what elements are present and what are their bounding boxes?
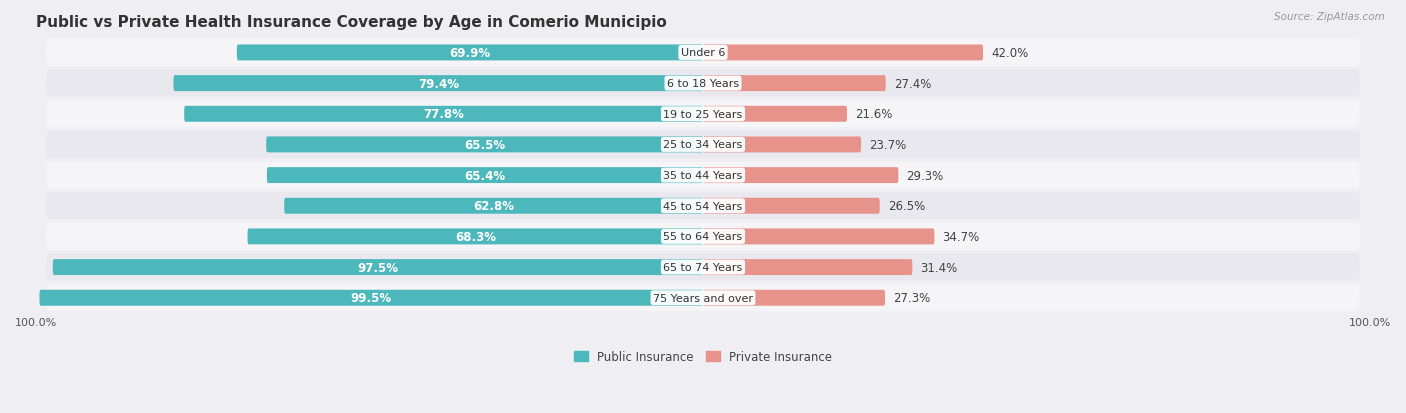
Text: 23.7%: 23.7% xyxy=(869,139,907,152)
FancyBboxPatch shape xyxy=(703,259,912,275)
FancyBboxPatch shape xyxy=(703,76,886,92)
FancyBboxPatch shape xyxy=(46,40,1360,67)
FancyBboxPatch shape xyxy=(703,45,983,61)
Text: 79.4%: 79.4% xyxy=(418,77,458,90)
Text: 55 to 64 Years: 55 to 64 Years xyxy=(664,232,742,242)
FancyBboxPatch shape xyxy=(247,229,703,245)
FancyBboxPatch shape xyxy=(703,198,880,214)
FancyBboxPatch shape xyxy=(703,168,898,184)
Text: 68.3%: 68.3% xyxy=(454,230,496,243)
Text: 69.9%: 69.9% xyxy=(450,47,491,60)
Text: 27.3%: 27.3% xyxy=(893,292,931,304)
Text: Public vs Private Health Insurance Coverage by Age in Comerio Municipio: Public vs Private Health Insurance Cover… xyxy=(37,15,666,30)
FancyBboxPatch shape xyxy=(46,162,1360,189)
Text: 27.4%: 27.4% xyxy=(894,77,931,90)
Text: 26.5%: 26.5% xyxy=(887,200,925,213)
Text: 65 to 74 Years: 65 to 74 Years xyxy=(664,262,742,273)
FancyBboxPatch shape xyxy=(46,132,1360,159)
Text: 19 to 25 Years: 19 to 25 Years xyxy=(664,109,742,119)
Text: Source: ZipAtlas.com: Source: ZipAtlas.com xyxy=(1274,12,1385,22)
Text: 65.4%: 65.4% xyxy=(464,169,506,182)
FancyBboxPatch shape xyxy=(39,290,703,306)
FancyBboxPatch shape xyxy=(46,101,1360,128)
FancyBboxPatch shape xyxy=(703,290,884,306)
FancyBboxPatch shape xyxy=(267,168,703,184)
FancyBboxPatch shape xyxy=(46,71,1360,97)
Text: 62.8%: 62.8% xyxy=(472,200,515,213)
FancyBboxPatch shape xyxy=(703,137,860,153)
FancyBboxPatch shape xyxy=(173,76,703,92)
Text: 75 Years and over: 75 Years and over xyxy=(652,293,754,303)
FancyBboxPatch shape xyxy=(236,45,703,61)
FancyBboxPatch shape xyxy=(46,223,1360,250)
Text: 65.5%: 65.5% xyxy=(464,139,505,152)
FancyBboxPatch shape xyxy=(266,137,703,153)
Text: 29.3%: 29.3% xyxy=(907,169,943,182)
Text: 35 to 44 Years: 35 to 44 Years xyxy=(664,171,742,180)
Text: 6 to 18 Years: 6 to 18 Years xyxy=(666,79,740,89)
Text: 77.8%: 77.8% xyxy=(423,108,464,121)
Text: 99.5%: 99.5% xyxy=(350,292,392,304)
Legend: Public Insurance, Private Insurance: Public Insurance, Private Insurance xyxy=(569,346,837,368)
FancyBboxPatch shape xyxy=(703,229,935,245)
Text: 97.5%: 97.5% xyxy=(357,261,398,274)
FancyBboxPatch shape xyxy=(46,193,1360,220)
Text: 21.6%: 21.6% xyxy=(855,108,893,121)
Text: 25 to 34 Years: 25 to 34 Years xyxy=(664,140,742,150)
FancyBboxPatch shape xyxy=(53,259,703,275)
FancyBboxPatch shape xyxy=(46,254,1360,281)
Text: 34.7%: 34.7% xyxy=(942,230,980,243)
Text: 31.4%: 31.4% xyxy=(921,261,957,274)
FancyBboxPatch shape xyxy=(184,107,703,122)
Text: 45 to 54 Years: 45 to 54 Years xyxy=(664,201,742,211)
Text: Under 6: Under 6 xyxy=(681,48,725,58)
Text: 42.0%: 42.0% xyxy=(991,47,1028,60)
FancyBboxPatch shape xyxy=(284,198,703,214)
FancyBboxPatch shape xyxy=(703,107,846,122)
FancyBboxPatch shape xyxy=(46,285,1360,311)
